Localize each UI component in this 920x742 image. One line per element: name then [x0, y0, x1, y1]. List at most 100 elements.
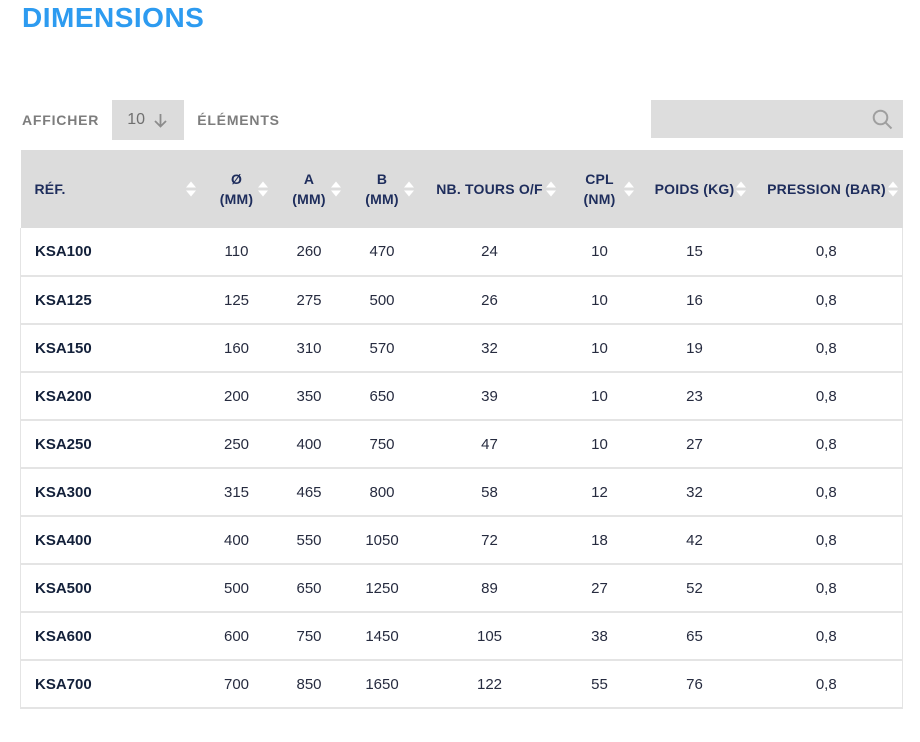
cell-poids-kg: 52: [638, 564, 751, 613]
column-label: A (MM): [292, 170, 326, 207]
cell-pression-bar: 0,8: [750, 420, 903, 469]
column-label: RÉF.: [34, 180, 66, 197]
cell-pression-bar: 0,8: [750, 468, 903, 517]
cell-a-mm: 465: [272, 468, 346, 517]
column-header-cpl-nm[interactable]: CPL (NM): [560, 150, 639, 228]
cell-a-mm: 750: [272, 612, 346, 661]
column-label: CPL (NM): [583, 170, 616, 207]
cell-b-mm: 1650: [345, 660, 419, 709]
cell-b-mm: 470: [345, 228, 419, 277]
column-header-o-mm[interactable]: Ø (MM): [200, 150, 273, 228]
cell-pression-bar: 0,8: [750, 372, 903, 421]
page-size-value: 10: [127, 111, 146, 128]
search-box: [651, 100, 903, 138]
column-header-ref[interactable]: RÉF.: [20, 150, 201, 228]
column-header-nb-tours-of[interactable]: NB. TOURS O/F: [418, 150, 561, 228]
cell-o-mm: 250: [200, 420, 273, 469]
cell-o-mm: 400: [200, 516, 273, 565]
cell-poids-kg: 23: [638, 372, 751, 421]
table-header-row: RÉF. Ø (MM) A (MM) B (MM) NB. TOURS O/F CPL (NM) P…: [20, 150, 903, 228]
cell-cpl-nm: 10: [560, 228, 639, 277]
cell-ref: KSA700: [20, 660, 201, 709]
cell-pression-bar: 0,8: [750, 276, 903, 325]
cell-o-mm: 110: [200, 228, 273, 277]
page-title: DIMENSIONS: [22, 2, 205, 33]
cell-poids-kg: 76: [638, 660, 751, 709]
sort-icon: [257, 181, 268, 197]
table-row: KSA150 160 310 570 32 10 19 0,8: [20, 324, 903, 373]
cell-o-mm: 160: [200, 324, 273, 373]
cell-b-mm: 750: [345, 420, 419, 469]
search-icon: [871, 108, 894, 136]
cell-o-mm: 125: [200, 276, 273, 325]
sort-icon: [403, 181, 414, 197]
column-header-a-mm[interactable]: A (MM): [272, 150, 346, 228]
cell-cpl-nm: 18: [560, 516, 639, 565]
cell-pression-bar: 0,8: [750, 228, 903, 277]
column-label: NB. TOURS O/F: [436, 180, 543, 197]
column-header-b-mm[interactable]: B (MM): [345, 150, 419, 228]
chevron-down-icon: [152, 112, 169, 129]
table-row: KSA300 315 465 800 58 12 32 0,8: [20, 468, 903, 517]
cell-nb-tours-of: 122: [418, 660, 561, 709]
table-body: KSA100 110 260 470 24 10 15 0,8 KSA125 125 275 500 2…: [20, 228, 903, 709]
column-header-pression-bar[interactable]: PRESSION (BAR): [750, 150, 903, 228]
cell-a-mm: 260: [272, 228, 346, 277]
sort-icon: [545, 181, 556, 197]
dimensions-table: RÉF. Ø (MM) A (MM) B (MM) NB. TOURS O/F CPL (NM) P…: [20, 150, 903, 709]
cell-a-mm: 350: [272, 372, 346, 421]
cell-poids-kg: 65: [638, 612, 751, 661]
cell-cpl-nm: 10: [560, 276, 639, 325]
table-row: KSA600 600 750 1450 105 38 65 0,8: [20, 612, 903, 661]
cell-poids-kg: 16: [638, 276, 751, 325]
cell-a-mm: 310: [272, 324, 346, 373]
cell-nb-tours-of: 89: [418, 564, 561, 613]
table-row: KSA500 500 650 1250 89 27 52 0,8: [20, 564, 903, 613]
cell-ref: KSA200: [20, 372, 201, 421]
cell-poids-kg: 32: [638, 468, 751, 517]
table-row: KSA100 110 260 470 24 10 15 0,8: [20, 228, 903, 277]
cell-b-mm: 800: [345, 468, 419, 517]
cell-poids-kg: 42: [638, 516, 751, 565]
cell-b-mm: 570: [345, 324, 419, 373]
cell-b-mm: 1050: [345, 516, 419, 565]
table-header: RÉF. Ø (MM) A (MM) B (MM) NB. TOURS O/F CPL (NM) P…: [20, 150, 903, 228]
sort-icon: [887, 181, 898, 197]
cell-nb-tours-of: 32: [418, 324, 561, 373]
cell-pression-bar: 0,8: [750, 324, 903, 373]
column-header-poids-kg[interactable]: POIDS (KG): [638, 150, 751, 228]
table-row: KSA250 250 400 750 47 10 27 0,8: [20, 420, 903, 469]
cell-b-mm: 500: [345, 276, 419, 325]
cell-ref: KSA125: [20, 276, 201, 325]
cell-ref: KSA500: [20, 564, 201, 613]
cell-cpl-nm: 55: [560, 660, 639, 709]
cell-poids-kg: 27: [638, 420, 751, 469]
cell-nb-tours-of: 72: [418, 516, 561, 565]
column-label: PRESSION (BAR): [767, 180, 886, 197]
cell-pression-bar: 0,8: [750, 516, 903, 565]
table-row: KSA400 400 550 1050 72 18 42 0,8: [20, 516, 903, 565]
cell-cpl-nm: 12: [560, 468, 639, 517]
page-size-select[interactable]: 10: [112, 100, 185, 140]
cell-poids-kg: 15: [638, 228, 751, 277]
table-row: KSA700 700 850 1650 122 55 76 0,8: [20, 660, 903, 709]
show-label: AFFICHER: [22, 112, 100, 128]
cell-cpl-nm: 10: [560, 372, 639, 421]
cell-nb-tours-of: 26: [418, 276, 561, 325]
cell-pression-bar: 0,8: [750, 660, 903, 709]
table-row: KSA200 200 350 650 39 10 23 0,8: [20, 372, 903, 421]
cell-o-mm: 200: [200, 372, 273, 421]
cell-a-mm: 850: [272, 660, 346, 709]
cell-nb-tours-of: 58: [418, 468, 561, 517]
cell-ref: KSA600: [20, 612, 201, 661]
cell-a-mm: 550: [272, 516, 346, 565]
cell-nb-tours-of: 24: [418, 228, 561, 277]
cell-nb-tours-of: 39: [418, 372, 561, 421]
cell-ref: KSA300: [20, 468, 201, 517]
search-input[interactable]: [651, 100, 903, 138]
cell-o-mm: 600: [200, 612, 273, 661]
cell-cpl-nm: 10: [560, 420, 639, 469]
sort-icon: [735, 181, 746, 197]
cell-b-mm: 1250: [345, 564, 419, 613]
